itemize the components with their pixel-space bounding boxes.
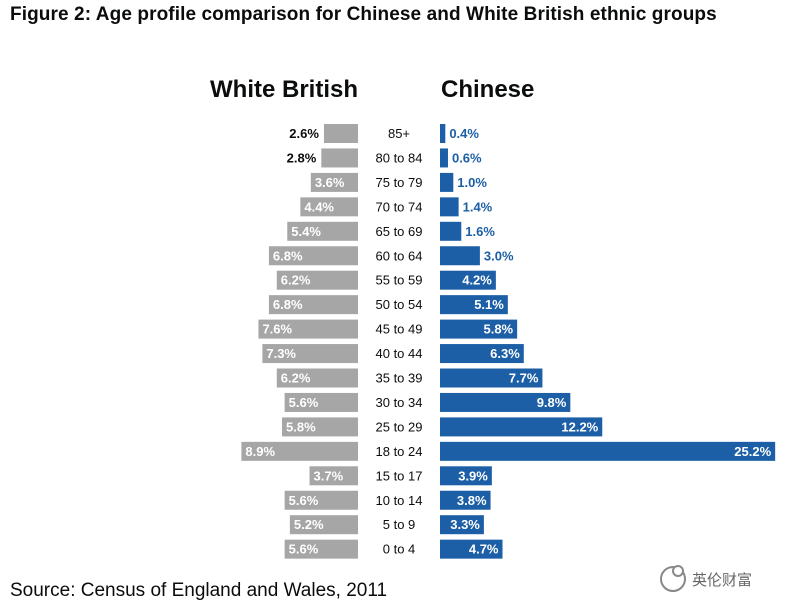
chinese-bar (440, 124, 446, 143)
white-british-bar (323, 124, 358, 143)
wechat-icon (660, 565, 686, 592)
chinese-value-label: 4.7% (469, 542, 499, 557)
age-group-label: 30 to 34 (376, 395, 423, 410)
chinese-bar (440, 148, 448, 168)
chinese-value-label: 6.3% (490, 346, 520, 361)
chinese-value-label: 1.6% (465, 224, 495, 239)
chinese-bar (440, 221, 462, 241)
white-british-bar (284, 392, 358, 412)
watermark-text: 英伦财富 (692, 571, 753, 589)
chart-title: Figure 2: Age profile comparison for Chi… (10, 4, 717, 25)
age-group-label: 75 to 79 (376, 175, 423, 190)
white-british-bar (310, 172, 358, 192)
age-group-label: 60 to 64 (376, 248, 423, 263)
source-note: Source: Census of England and Wales, 201… (10, 580, 388, 601)
series-heading-chinese: Chinese (441, 76, 535, 103)
white-british-bar (276, 270, 358, 290)
chinese-value-label: 3.8% (457, 493, 487, 508)
white-british-value-label: 8.9% (245, 444, 275, 459)
age-group-label: 10 to 14 (376, 493, 423, 508)
white-british-value-label: 6.8% (273, 248, 303, 263)
chinese-bar (440, 270, 496, 290)
white-british-bar (321, 148, 358, 168)
white-british-value-label: 7.3% (266, 346, 296, 361)
white-british-value-label: 4.4% (304, 199, 334, 214)
chinese-bar (440, 392, 571, 412)
age-group-label: 85+ (388, 126, 410, 141)
chinese-value-label: 4.2% (462, 273, 492, 288)
white-british-value-label: 7.6% (262, 322, 292, 337)
white-british-bar (284, 539, 358, 559)
chinese-bar (440, 490, 491, 510)
white-british-value-label: 3.7% (314, 468, 344, 483)
chinese-value-label: 1.4% (463, 199, 493, 214)
chinese-value-label: 0.6% (452, 150, 482, 165)
age-group-label: 15 to 17 (376, 468, 423, 483)
series-heading-white-british: White British (210, 76, 358, 103)
white-british-bar (309, 466, 358, 486)
white-british-bar (282, 417, 358, 437)
white-british-bar (284, 490, 358, 510)
white-british-value-label: 5.8% (286, 419, 316, 434)
age-group-label: 35 to 39 (376, 371, 423, 386)
age-group-label: 55 to 59 (376, 273, 423, 288)
age-group-label: 80 to 84 (376, 150, 423, 165)
watermark: 英伦财富 (660, 565, 753, 592)
age-group-label: 45 to 49 (376, 322, 423, 337)
chinese-bar (440, 539, 503, 559)
white-british-bar (268, 246, 358, 266)
white-british-bar (276, 368, 358, 388)
white-british-value-label: 3.6% (315, 175, 345, 190)
chinese-value-label: 7.7% (509, 371, 539, 386)
white-british-bar (300, 197, 358, 217)
chinese-bar (440, 466, 492, 486)
white-british-bar (262, 344, 358, 364)
age-group-label: 50 to 54 (376, 297, 423, 312)
chinese-value-label: 1.0% (457, 175, 487, 190)
age-group-label: 70 to 74 (376, 199, 423, 214)
white-british-bar (241, 441, 358, 461)
chinese-bar (440, 197, 459, 217)
white-british-value-label: 6.2% (281, 273, 311, 288)
chinese-value-label: 3.0% (484, 248, 514, 263)
age-group-label: 5 to 9 (383, 517, 416, 532)
chinese-value-label: 0.4% (449, 126, 479, 141)
white-british-value-label: 2.6% (289, 126, 319, 141)
white-british-value-label: 6.2% (281, 371, 311, 386)
chinese-bar (440, 441, 776, 461)
chinese-value-label: 25.2% (734, 444, 771, 459)
white-british-bar (289, 515, 358, 535)
white-british-bar (287, 221, 358, 241)
white-british-bar (258, 319, 358, 339)
chinese-bar (440, 295, 508, 315)
chinese-bar (440, 515, 484, 535)
white-british-value-label: 2.8% (287, 150, 317, 165)
chinese-value-label: 3.9% (458, 468, 488, 483)
chinese-value-label: 5.1% (474, 297, 504, 312)
chinese-bar (440, 417, 603, 437)
age-group-label: 65 to 69 (376, 224, 423, 239)
white-british-value-label: 5.6% (289, 542, 319, 557)
chinese-value-label: 9.8% (537, 395, 567, 410)
chinese-bar (440, 172, 454, 192)
chinese-bar (440, 319, 518, 339)
white-british-value-label: 5.6% (289, 395, 319, 410)
chinese-bar (440, 246, 480, 266)
chinese-value-label: 12.2% (561, 419, 598, 434)
age-group-label: 25 to 29 (376, 419, 423, 434)
white-british-bar (268, 295, 358, 315)
age-group-label: 0 to 4 (383, 542, 416, 557)
age-group-label: 18 to 24 (376, 444, 423, 459)
chinese-bar (440, 344, 524, 364)
age-group-label: 40 to 44 (376, 346, 423, 361)
chinese-value-label: 3.3% (450, 517, 480, 532)
white-british-value-label: 6.8% (273, 297, 303, 312)
white-british-value-label: 5.4% (291, 224, 321, 239)
white-british-value-label: 5.2% (294, 517, 324, 532)
chinese-value-label: 5.8% (483, 322, 513, 337)
chinese-bar (440, 368, 543, 388)
white-british-value-label: 5.6% (289, 493, 319, 508)
